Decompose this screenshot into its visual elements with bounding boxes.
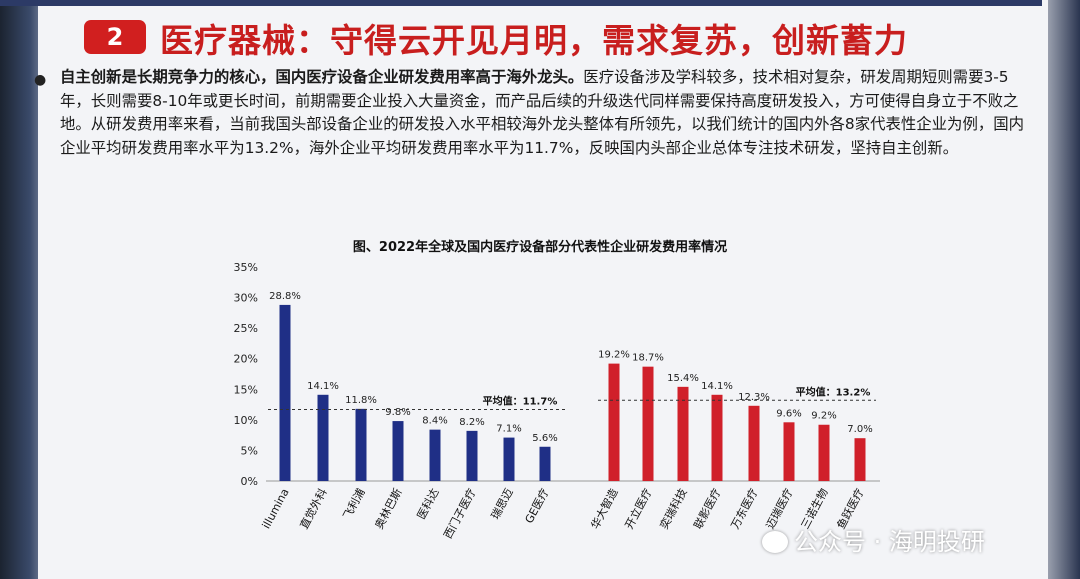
x-category-label: 华大智造 [588,486,621,531]
bar-domestic-8 [854,438,866,481]
y-tick-label: 5% [241,444,258,457]
data-label: 28.8% [269,291,301,302]
y-tick-label: 20% [234,353,258,366]
data-label: 18.7% [632,353,664,364]
average-label-overseas: 平均值：11.7% [483,394,558,407]
y-tick-label: 10% [234,414,258,427]
data-label: 8.2% [459,417,484,428]
y-tick-label: 25% [234,322,258,335]
bar-domestic-7 [818,424,830,481]
x-category-label: 飞利浦 [341,486,368,521]
bar-overseas-3 [355,408,367,481]
body-paragraph: 自主创新是长期竞争力的核心，国内医疗设备企业研发费用率高于海外龙头。医疗设备涉及… [60,66,1035,160]
x-category-label: 西门子医疗 [440,486,478,541]
wechat-icon [762,531,788,553]
x-category-label: 奥林巴斯 [372,486,405,531]
y-tick-label: 30% [234,292,258,305]
bar-domestic-2 [642,366,654,481]
section-number-badge: 2 [84,20,146,54]
slide [38,0,1048,579]
data-label: 19.2% [598,350,630,361]
chart-title: 图、2022年全球及国内医疗设备部分代表性企业研发费用率情况 [352,240,728,255]
x-category-label: 直觉外科 [297,486,330,531]
bar-overseas-5 [429,429,441,481]
bar-overseas-7 [503,437,515,481]
watermark-text: 公众号 · 海明投研 [794,528,985,556]
slide-title-text: 医疗器械：守得云开见月明，需求复苏，创新蓄力 [160,21,908,60]
x-category-label: 瑞思迈 [488,486,516,522]
x-category-label: 开立医疗 [622,486,655,531]
bar-overseas-1 [279,304,291,481]
average-label-domestic: 平均值：13.2% [796,385,871,398]
bar-domestic-1 [608,363,620,481]
slide-title: 医疗器械：守得云开见月明，需求复苏，创新蓄力 [160,14,908,62]
x-category-label: GE医疗 [522,486,552,526]
data-label: 12.3% [738,392,770,403]
data-label: 14.1% [307,381,339,392]
data-label: 15.4% [667,373,699,384]
bar-domestic-5 [748,405,760,481]
bullet-icon: ● [34,72,47,88]
x-category-label: 医科达 [414,486,442,522]
bar-overseas-4 [392,421,404,481]
x-category-label: 万东医疗 [728,486,761,531]
data-label: 9.2% [811,411,836,422]
y-tick-label: 15% [234,383,258,396]
data-label: 8.4% [422,416,447,427]
bar-domestic-6 [783,422,795,481]
x-category-label: 奕瑞科技 [657,486,690,531]
bar-overseas-6 [466,430,478,481]
data-label: 7.1% [496,424,521,435]
x-category-label: illumina [260,486,292,531]
data-label: 5.6% [532,433,557,444]
body-text: 医疗设备涉及学科较多，技术相对复杂，研发周期短则需要3-5年，长则需要8-10年… [60,68,1025,157]
top-bar [0,0,1042,6]
y-tick-label: 0% [241,475,258,488]
data-label: 14.1% [701,381,733,392]
bar-domestic-3 [677,386,689,481]
x-category-label: 联影医疗 [691,486,724,531]
data-label: 9.6% [776,408,801,419]
data-label: 11.8% [345,395,377,406]
data-label: 9.8% [385,407,410,418]
bar-domestic-4 [711,394,723,481]
data-label: 7.0% [847,424,872,435]
bar-overseas-8 [539,446,551,481]
body-bold-lead: 自主创新是长期竞争力的核心，国内医疗设备企业研发费用率高于海外龙头。 [60,68,584,86]
bar-chart: 0% 5% 10% 15% 20% 25% 30% 35% 28.8% illumina 14.1%… [234,261,880,541]
y-tick-label: 35% [234,261,258,274]
watermark: 公众号 · 海明投研 [762,522,985,557]
bar-overseas-2 [317,394,329,481]
